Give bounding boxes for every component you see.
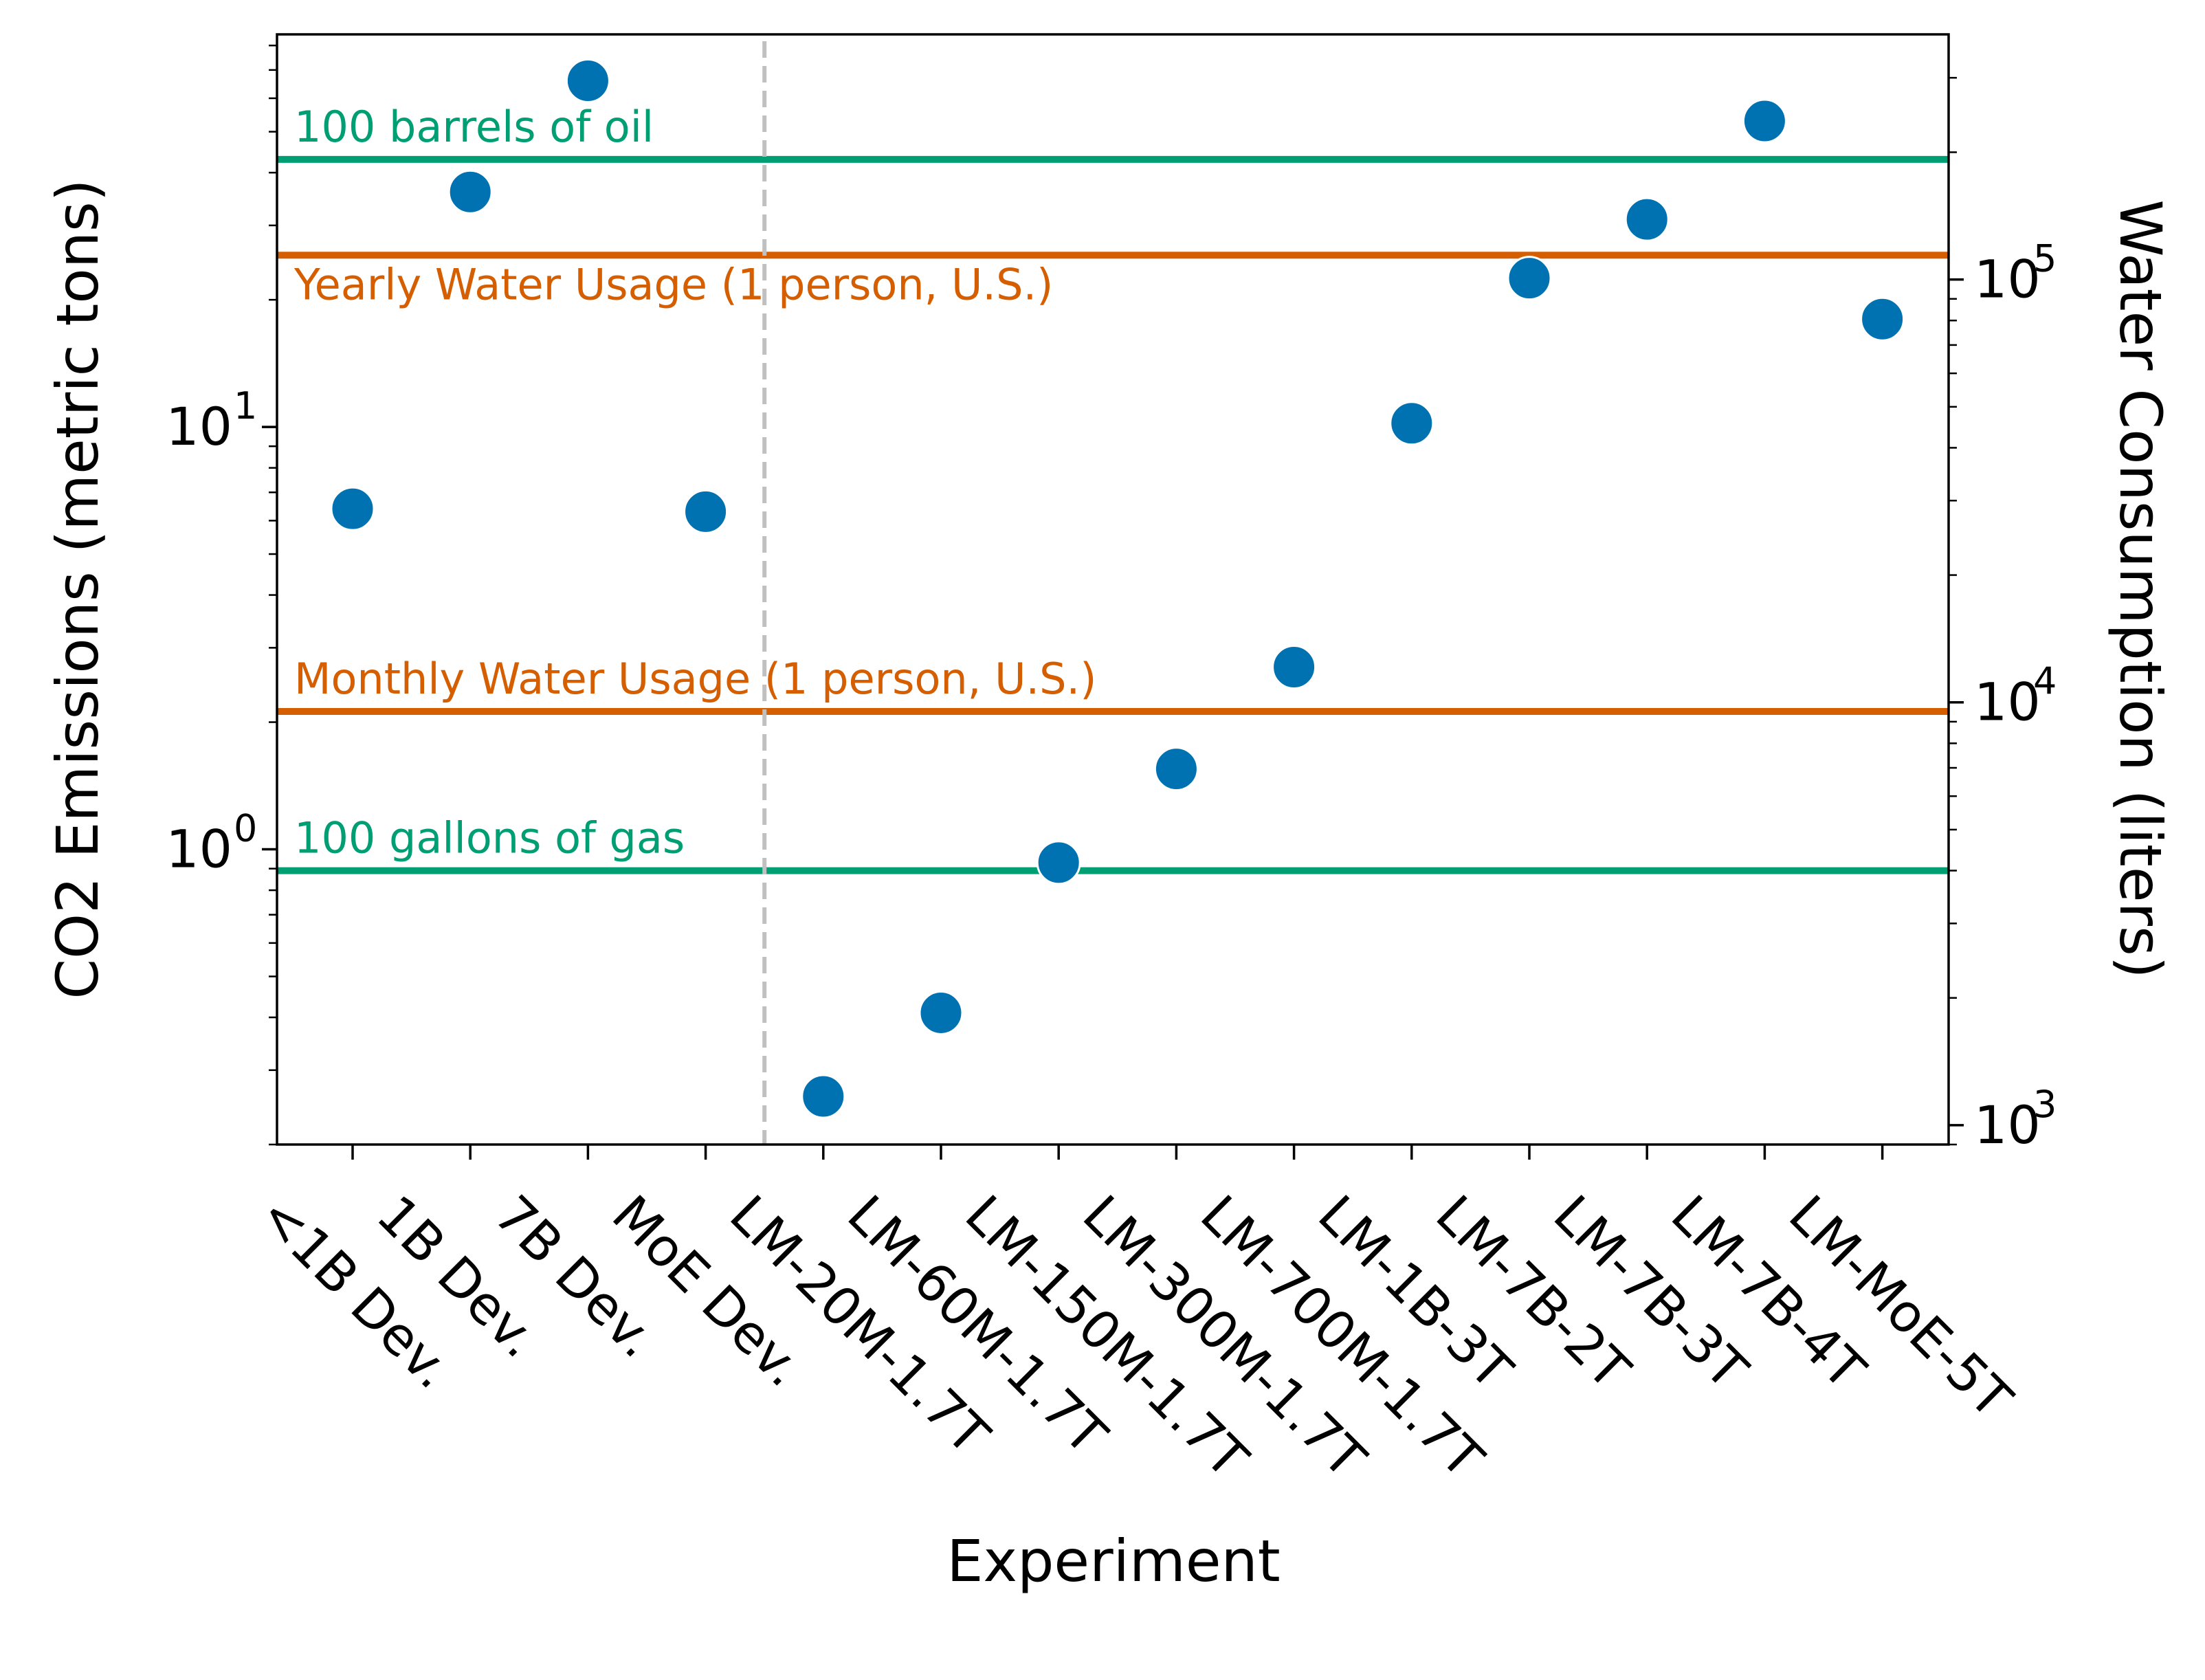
right-tick-exponent-1: 4 <box>2033 660 2057 703</box>
data-point-5 <box>918 990 964 1035</box>
reference-label-0: 100 barrels of oil <box>294 102 654 152</box>
right-tick-exponent-2: 5 <box>2033 237 2057 280</box>
reference-label-2: Monthly Water Usage (1 person, U.S.) <box>294 654 1096 704</box>
x-axis-label: Experiment <box>946 1527 1280 1595</box>
left-tick-exponent-1: 1 <box>234 384 257 428</box>
data-point-1 <box>447 169 493 214</box>
data-point-13 <box>1860 296 1905 342</box>
data-point-4 <box>801 1074 846 1119</box>
data-points <box>330 58 1905 1119</box>
data-point-7 <box>1153 747 1199 792</box>
plot-frame <box>276 33 1950 1146</box>
right-tick-label-2: 10 <box>1974 249 2041 310</box>
data-point-8 <box>1272 644 1317 689</box>
right-tick-exponent-0: 3 <box>2033 1083 2057 1126</box>
data-point-12 <box>1742 98 1787 144</box>
right-y-axis-label: Water Consumption (liters) <box>2107 199 2174 978</box>
left-tick-label-0: 10 <box>166 819 232 880</box>
left-tick-label-1: 10 <box>166 396 232 457</box>
data-point-2 <box>565 58 610 104</box>
left-y-axis-label: CO2 Emissions (metric tons) <box>44 179 111 999</box>
left-tick-exponent-0: 0 <box>234 807 257 850</box>
right-tick-label-1: 10 <box>1974 672 2041 733</box>
data-point-10 <box>1507 256 1552 301</box>
right-tick-label-0: 10 <box>1974 1094 2041 1156</box>
data-point-0 <box>330 486 375 531</box>
data-point-9 <box>1389 401 1434 446</box>
reference-label-1: Yearly Water Usage (1 person, U.S.) <box>293 259 1053 309</box>
reference-label-3: 100 gallons of gas <box>294 813 685 863</box>
reference-labels: 100 barrels of oil Yearly Water Usage (1 … <box>293 102 1096 863</box>
reference-lines <box>277 155 1949 874</box>
data-point-6 <box>1036 840 1081 885</box>
data-point-3 <box>683 489 729 534</box>
data-point-11 <box>1624 197 1670 242</box>
